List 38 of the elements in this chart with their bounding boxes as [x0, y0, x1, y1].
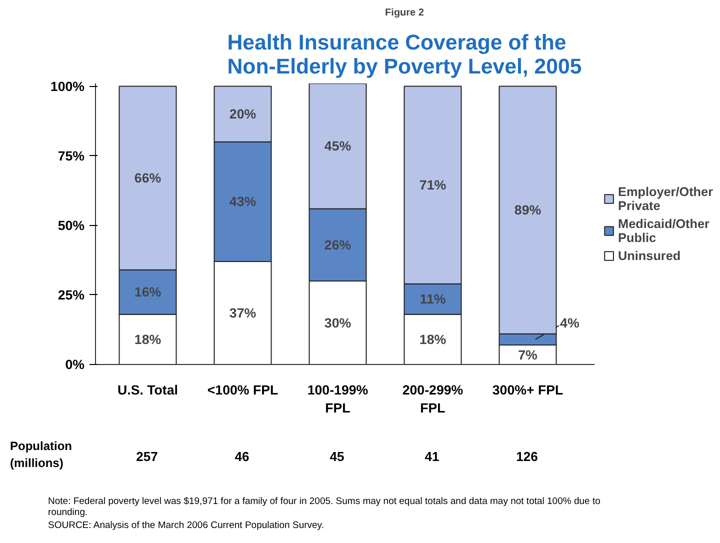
x-tick-label: 200-299% FPL [402, 382, 464, 416]
data-label: 7% [518, 347, 538, 362]
chart-subtitle: Figure 2 [385, 8, 424, 18]
text: Note: Federal poverty level was $19,971 for a family of four in 2005. Sums may not equal totals and data may not total 100% due to rounding. [48, 496, 602, 518]
data-label: 16% [134, 284, 162, 300]
data-label: 66% [134, 170, 162, 186]
legend-label: Medicaid/Other Public [618, 216, 710, 244]
text: 126 [515, 448, 539, 466]
data-label: 45% [324, 138, 352, 154]
y-tick-label: 75% [58, 148, 85, 164]
data-label: 37% [229, 306, 256, 321]
y-tick-label: 50% [58, 218, 85, 233]
data-label: 20% [229, 106, 256, 122]
data-label: 4% [560, 315, 580, 330]
x-tick-label: U.S. Total [118, 382, 178, 398]
legend-label: Uninsured [618, 248, 681, 262]
text: 45 [328, 448, 346, 466]
data-label: 26% [324, 237, 352, 252]
text: 41 [424, 448, 440, 466]
x-tick-label: 300%+ FPL [492, 382, 564, 398]
chart-title: Health Insurance Coverage of the Non-Elderly by Poverty Level, 2005 [227, 30, 582, 78]
data-label: 11% [420, 292, 446, 307]
y-tick-label: 100% [50, 78, 85, 94]
data-label: 18% [419, 332, 446, 347]
y-tick-label: 0% [65, 357, 85, 372]
x-tick-label: 100-199% FPL [307, 382, 368, 416]
text: 257 [135, 448, 159, 466]
data-label: 43% [229, 194, 256, 210]
data-label: 18% [134, 332, 162, 347]
legend-label: Employer/Other Private [618, 184, 713, 212]
data-label: 89% [514, 202, 542, 218]
data-label: 30% [324, 315, 352, 330]
text: Population (millions) [10, 438, 73, 472]
text: 46 [234, 448, 250, 466]
data-label: 71% [419, 178, 446, 193]
x-tick-label: <100% FPL [207, 382, 278, 398]
y-tick-label: 25% [58, 287, 85, 302]
source-note: SOURCE: Analysis of the March 2006 Current Population Survey. [48, 520, 325, 531]
